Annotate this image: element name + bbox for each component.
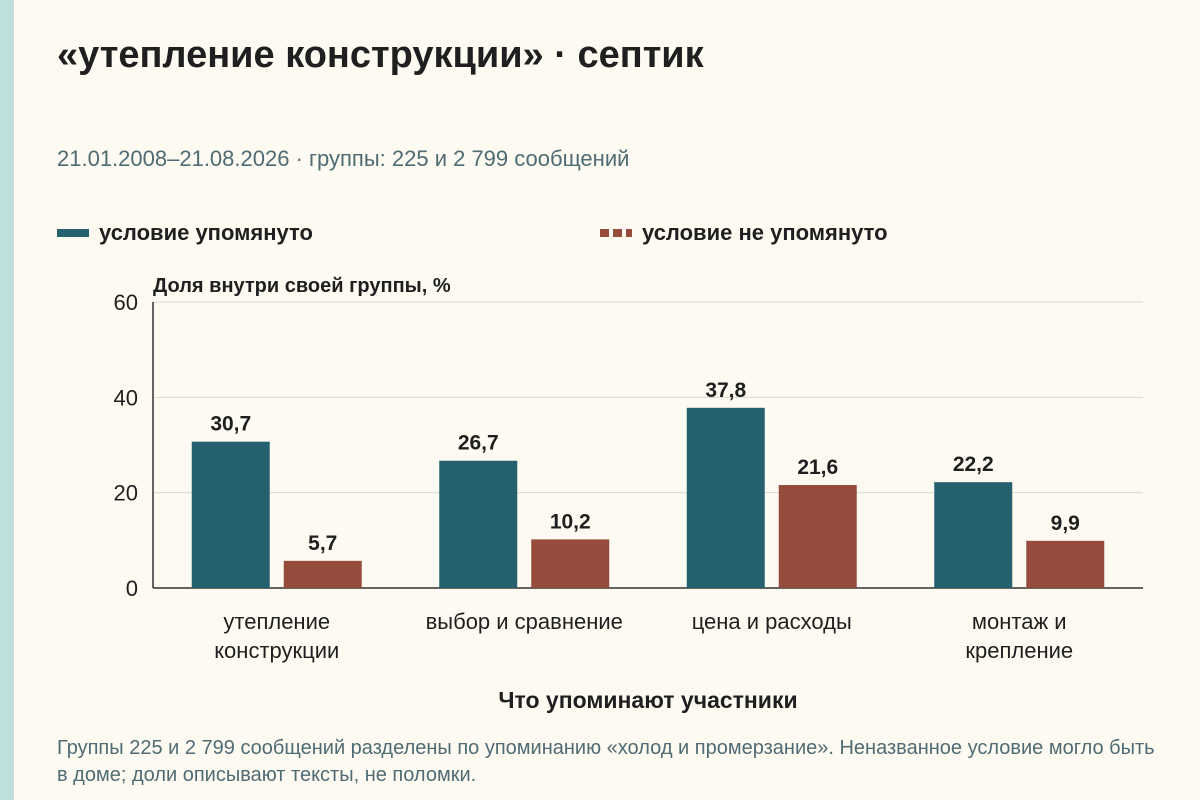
x-tick-label: утепление xyxy=(223,609,330,634)
data-label: 26,7 xyxy=(458,432,499,455)
data-label: 21,6 xyxy=(797,456,838,479)
data-label: 10,2 xyxy=(550,510,591,533)
legend-label-not-mentioned: условие не упомянуто xyxy=(642,220,888,245)
x-tick-label: монтаж и xyxy=(972,609,1067,634)
data-label: 5,7 xyxy=(308,532,337,555)
left-accent-strip xyxy=(0,0,14,800)
x-tick-label: конструкции xyxy=(214,638,339,663)
y-tick-label: 0 xyxy=(126,576,138,601)
legend-item-mentioned: условие упомянуто xyxy=(57,219,313,247)
bar-not-mentioned xyxy=(778,485,857,588)
data-label: 30,7 xyxy=(210,413,251,436)
chart-subtitle: 21.01.2008–21.08.2026 · группы: 225 и 2 … xyxy=(57,146,630,171)
bar-mentioned xyxy=(191,441,270,588)
chart-title: «утепление конструкции» · септик xyxy=(57,34,704,76)
bar-not-mentioned xyxy=(1026,540,1105,588)
x-axis-label: Что упоминают участники xyxy=(498,687,797,713)
x-tick-label: цена и расходы xyxy=(692,609,852,634)
y-tick-label: 20 xyxy=(114,481,138,506)
data-label: 37,8 xyxy=(705,379,746,402)
x-tick-label: крепление xyxy=(965,638,1073,663)
x-tick-label: выбор и сравнение xyxy=(426,609,623,634)
bar-mentioned xyxy=(934,482,1013,588)
bar-mentioned xyxy=(439,460,518,588)
legend-label-mentioned: условие упомянуто xyxy=(99,220,313,245)
bar-not-mentioned xyxy=(531,539,610,588)
bar-not-mentioned xyxy=(283,560,362,588)
legend-swatch-mentioned xyxy=(57,229,89,237)
footnote: Группы 225 и 2 799 сообщений разделены п… xyxy=(57,737,1155,786)
bar-mentioned xyxy=(686,407,765,588)
y-tick-label: 40 xyxy=(114,385,138,410)
y-axis-label: Доля внутри своей группы, % xyxy=(153,275,451,297)
legend-swatch-not-mentioned xyxy=(600,229,632,237)
data-label: 9,9 xyxy=(1051,512,1080,535)
legend-item-not-mentioned: условие не упомянуто xyxy=(600,219,888,247)
data-label: 22,2 xyxy=(953,453,994,476)
y-tick-label: 60 xyxy=(114,290,138,315)
